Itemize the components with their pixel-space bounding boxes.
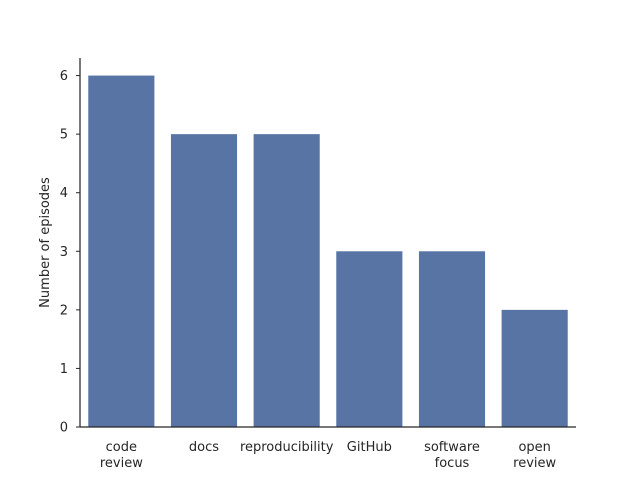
x-category-label-line: GitHub	[347, 440, 392, 455]
x-category-label-line: reproducibility	[240, 440, 334, 455]
y-tick-label: 4	[60, 186, 68, 201]
bar-code-review	[88, 75, 155, 428]
y-axis-label: Number of episodes	[38, 177, 53, 308]
x-category-label-line: docs	[189, 440, 219, 455]
bar-open-review	[501, 309, 568, 427]
y-tick-label: 2	[60, 303, 68, 318]
y-tick-label: 5	[60, 128, 68, 143]
x-category-label-line: software	[424, 440, 480, 455]
y-tick-label: 1	[60, 362, 68, 377]
x-category-label: docs	[189, 440, 219, 455]
x-category-label-line: review	[513, 456, 556, 471]
x-category-label: GitHub	[347, 440, 392, 455]
x-category-label-line: code	[106, 440, 137, 455]
bar-reproducibility	[253, 134, 320, 427]
bars-group	[88, 75, 568, 428]
y-tick-label: 0	[60, 421, 68, 436]
x-category-label: code review	[100, 440, 143, 471]
y-tick-label: 3	[60, 245, 68, 260]
x-category-label-line: focus	[435, 456, 470, 471]
bar-github	[336, 251, 403, 427]
y-ticks-group: 0 1 2 3 4 5 6	[60, 69, 80, 436]
x-category-label: software focus	[424, 440, 480, 471]
x-category-label: reproducibility	[240, 440, 334, 455]
bar-docs	[170, 134, 238, 427]
x-category-label-line: open	[518, 440, 550, 455]
x-category-label-line: review	[100, 456, 143, 471]
x-category-label: open review	[513, 440, 556, 471]
bar-software-focus	[418, 251, 486, 427]
y-tick-label: 6	[60, 69, 68, 84]
